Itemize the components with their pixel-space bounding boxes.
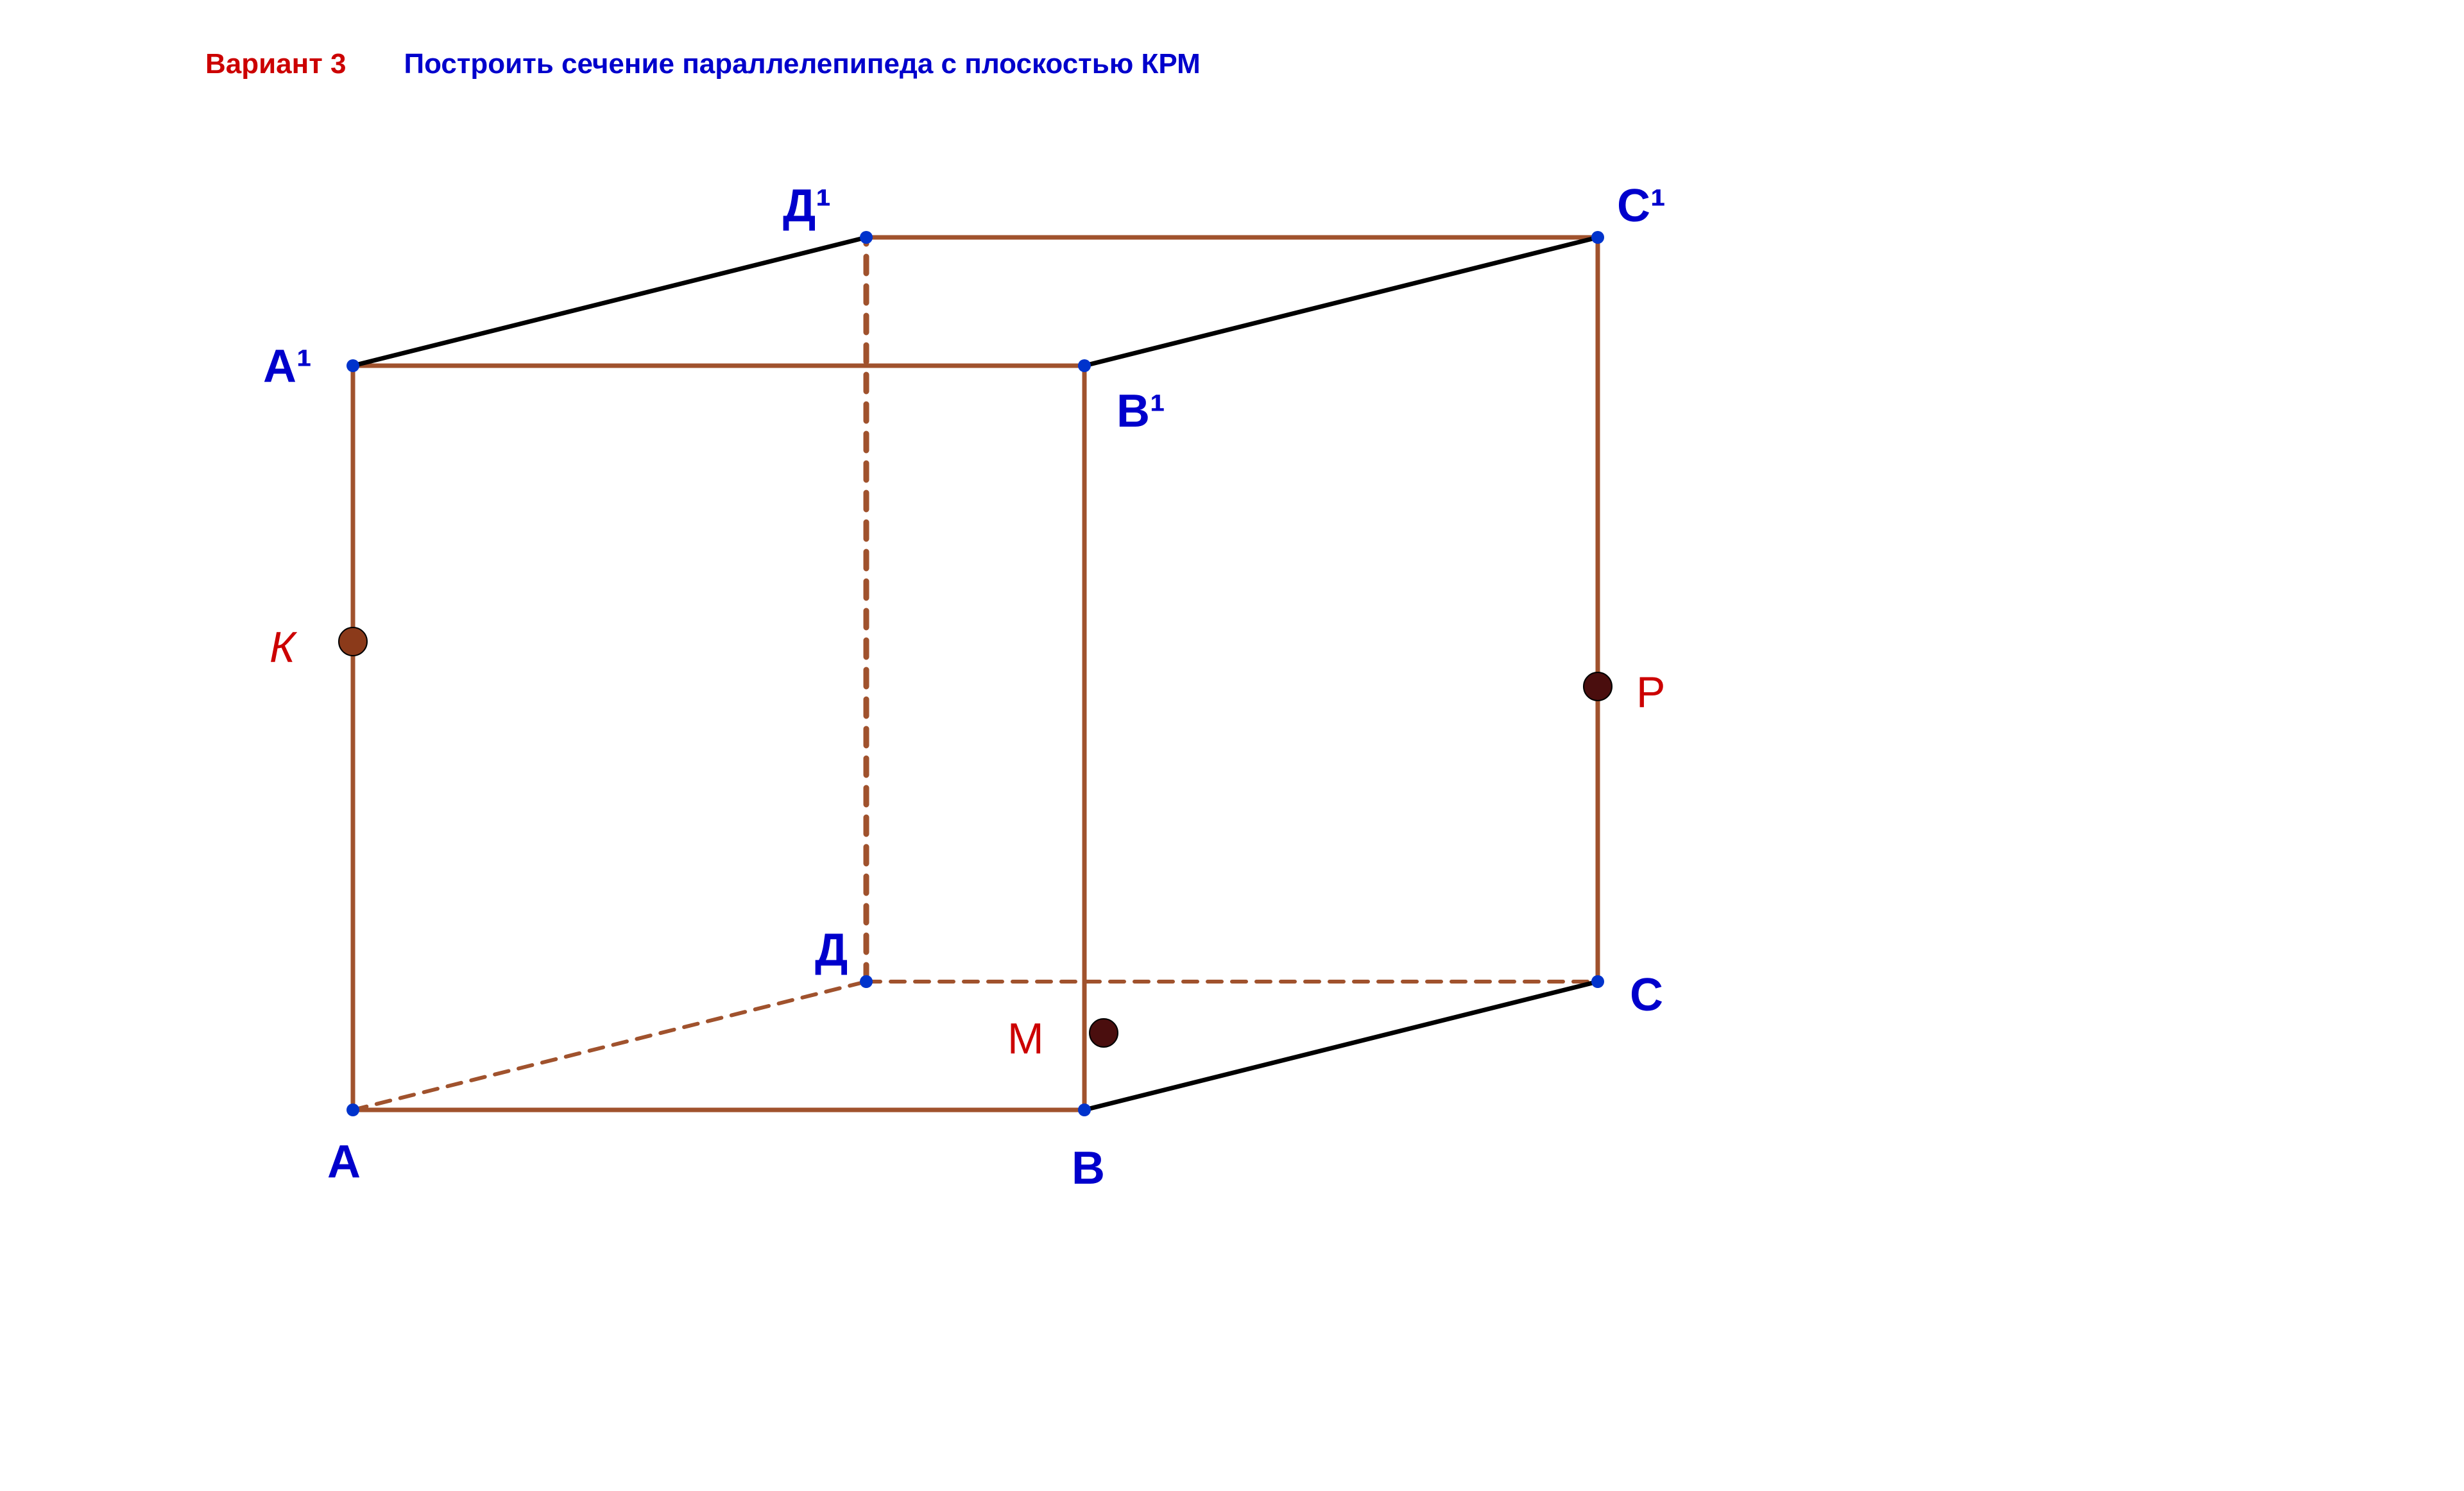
vertex-label-D1: Д¹ bbox=[783, 180, 831, 232]
vertex-label-A: А bbox=[327, 1136, 361, 1188]
vertex-label-C: С bbox=[1630, 969, 1663, 1021]
point-label-K: К bbox=[270, 622, 295, 672]
header: Вариант 3 Построить сечение параллелепип… bbox=[205, 48, 1201, 80]
diagram-svg bbox=[257, 128, 1797, 1411]
vertex-label-B: В bbox=[1072, 1142, 1105, 1195]
point-label-P: Р bbox=[1636, 667, 1665, 717]
task-title: Построить сечение параллелепипеда с плос… bbox=[404, 48, 1200, 80]
parallelepiped-diagram: А В С Д А¹ В¹ С¹ Д¹ К М Р bbox=[257, 128, 1797, 1411]
vertex-label-B1: В¹ bbox=[1116, 385, 1165, 438]
point-label-M: М bbox=[1007, 1014, 1044, 1064]
vertex-label-A1: А¹ bbox=[263, 340, 312, 393]
vertex-label-D: Д bbox=[815, 924, 848, 976]
vertex-label-C1: С¹ bbox=[1617, 180, 1666, 232]
variant-label: Вариант 3 bbox=[205, 48, 346, 80]
